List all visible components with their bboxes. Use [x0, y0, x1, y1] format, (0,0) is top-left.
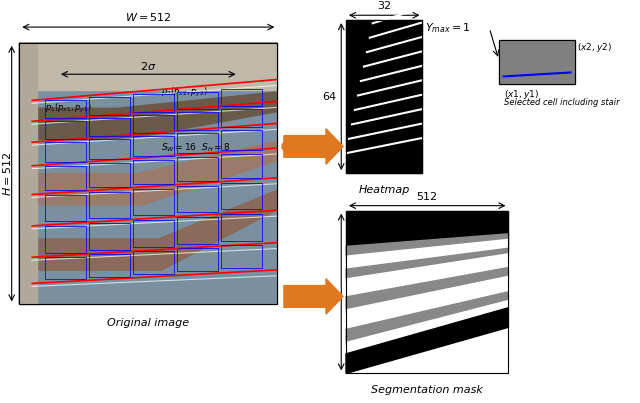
Bar — [89, 223, 130, 249]
Bar — [133, 94, 174, 112]
Bar — [89, 98, 130, 115]
Bar — [19, 43, 277, 304]
Bar — [499, 40, 575, 84]
Text: $S_W = 16\ \ S_H = 8$: $S_W = 16\ \ S_H = 8$ — [161, 141, 230, 154]
Polygon shape — [346, 234, 508, 260]
Text: 64: 64 — [323, 91, 337, 102]
Bar — [221, 245, 262, 268]
Bar — [177, 186, 218, 212]
Polygon shape — [19, 190, 277, 272]
Bar — [133, 115, 174, 133]
Bar — [19, 43, 277, 90]
Bar — [133, 189, 174, 215]
Polygon shape — [19, 141, 277, 206]
Bar — [221, 214, 262, 241]
Polygon shape — [19, 215, 277, 304]
Text: $2\sigma$: $2\sigma$ — [140, 60, 157, 73]
Bar — [19, 43, 277, 304]
Bar — [45, 100, 86, 118]
Bar — [177, 157, 218, 181]
Text: Segmentation mask: Segmentation mask — [371, 385, 483, 395]
Bar — [89, 163, 130, 187]
Text: 512: 512 — [417, 192, 438, 202]
Bar — [89, 118, 130, 136]
Bar — [133, 251, 174, 274]
Bar — [177, 248, 218, 271]
Bar — [89, 254, 130, 276]
Text: Original image: Original image — [108, 318, 189, 328]
Polygon shape — [19, 166, 277, 239]
Bar — [346, 211, 508, 374]
Bar — [133, 160, 174, 184]
Bar — [45, 121, 86, 139]
Polygon shape — [346, 254, 508, 300]
Text: $Y_{max} = 1$: $Y_{max} = 1$ — [426, 21, 471, 35]
Bar — [45, 166, 86, 190]
Polygon shape — [346, 211, 508, 251]
Bar — [133, 136, 174, 156]
Polygon shape — [346, 276, 508, 333]
Polygon shape — [346, 301, 508, 357]
Text: $W = 512$: $W = 512$ — [125, 11, 172, 23]
Polygon shape — [346, 268, 508, 313]
Polygon shape — [284, 129, 343, 164]
Bar — [346, 20, 422, 173]
Polygon shape — [19, 43, 277, 75]
Bar — [45, 257, 86, 280]
Bar — [221, 110, 262, 127]
Bar — [177, 133, 218, 154]
Bar — [45, 195, 86, 221]
Bar — [221, 131, 262, 150]
Text: Selected cell including stair: Selected cell including stair — [504, 98, 620, 107]
Polygon shape — [19, 116, 277, 174]
Bar — [346, 20, 422, 173]
Text: 512: 512 — [316, 287, 337, 297]
Bar — [177, 91, 218, 109]
Text: Heatmap: Heatmap — [358, 185, 410, 195]
Bar — [45, 226, 86, 253]
Polygon shape — [284, 279, 343, 314]
Polygon shape — [19, 67, 277, 108]
Bar — [177, 217, 218, 244]
Text: 32: 32 — [377, 1, 391, 11]
Bar — [221, 89, 262, 106]
Polygon shape — [346, 292, 508, 346]
Bar — [45, 142, 86, 162]
Bar — [499, 40, 575, 84]
Bar — [221, 183, 262, 209]
Text: $p_2(p_{x2},p_{y2})$: $p_2(p_{x2},p_{y2})$ — [161, 86, 208, 99]
Polygon shape — [346, 239, 508, 272]
Polygon shape — [346, 308, 508, 374]
Polygon shape — [19, 92, 277, 141]
Text: $(x2, y2)$: $(x2, y2)$ — [577, 41, 612, 54]
Text: $p_1(p_{x1},p_{y1})$: $p_1(p_{x1},p_{y1})$ — [45, 102, 92, 115]
Bar — [89, 191, 130, 218]
Text: $(x1, y1)$: $(x1, y1)$ — [504, 88, 539, 101]
Bar — [346, 211, 508, 374]
Text: $Y_{max}-1$: $Y_{max}-1$ — [348, 44, 380, 56]
Bar — [19, 43, 37, 304]
Polygon shape — [346, 248, 508, 282]
Bar — [177, 112, 218, 130]
Bar — [133, 220, 174, 247]
Text: $H = 512$: $H = 512$ — [1, 152, 13, 196]
Bar — [89, 139, 130, 159]
Bar — [221, 154, 262, 179]
